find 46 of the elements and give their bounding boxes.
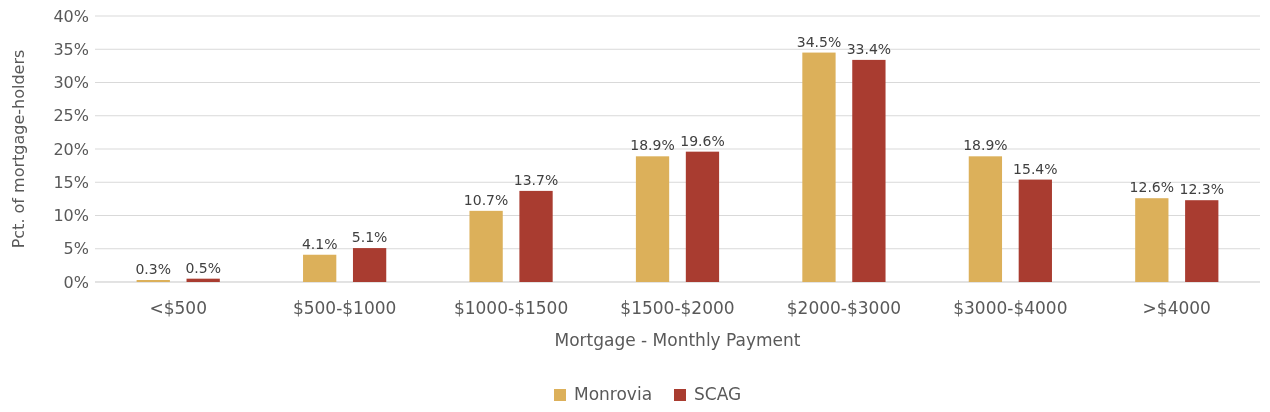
data-label: 13.7% bbox=[513, 171, 559, 188]
bar bbox=[303, 254, 337, 282]
x-tick-label: $1000-$1500 bbox=[453, 298, 569, 318]
y-tick-label: 5% bbox=[63, 239, 89, 259]
bar bbox=[1185, 200, 1219, 282]
x-tick-label: $3000-$4000 bbox=[953, 298, 1068, 318]
y-tick-label: 0% bbox=[63, 272, 89, 292]
data-label: 5.1% bbox=[351, 229, 388, 246]
x-axis-title: Mortgage - Monthly Payment bbox=[554, 330, 801, 350]
legend-label: Monrovia bbox=[574, 384, 653, 404]
x-tick-label: $1500-$2000 bbox=[620, 298, 735, 318]
bar bbox=[1018, 179, 1052, 282]
data-label: 33.4% bbox=[846, 40, 892, 57]
y-tick-label: 40% bbox=[53, 6, 89, 26]
data-label: 10.7% bbox=[463, 191, 509, 208]
x-tick-label: $2000-$3000 bbox=[786, 298, 902, 318]
bar bbox=[852, 59, 886, 282]
x-tick-label: <$500 bbox=[149, 298, 207, 318]
data-label: 15.4% bbox=[1013, 160, 1058, 177]
y-tick-label: 20% bbox=[53, 139, 89, 159]
bar bbox=[469, 210, 503, 282]
data-label: 18.9% bbox=[963, 137, 1008, 154]
y-tick-label: 35% bbox=[53, 39, 89, 59]
bar bbox=[1135, 198, 1169, 282]
bar bbox=[685, 151, 720, 282]
data-label: 0.5% bbox=[185, 259, 221, 276]
data-label: 12.3% bbox=[1179, 181, 1224, 198]
y-tick-label: 25% bbox=[53, 106, 89, 126]
data-label: 18.9% bbox=[630, 137, 675, 154]
data-label: 12.6% bbox=[1129, 179, 1175, 196]
x-tick-label: >$4000 bbox=[1142, 298, 1211, 318]
bar bbox=[352, 248, 387, 282]
bar bbox=[968, 156, 1003, 282]
bar bbox=[802, 52, 836, 282]
y-tick-label: 10% bbox=[53, 206, 89, 226]
bar bbox=[519, 190, 553, 282]
data-label: 34.5% bbox=[796, 33, 842, 50]
y-axis-title: Pct. of mortgage-holders bbox=[9, 49, 28, 249]
data-label: 4.1% bbox=[301, 235, 338, 252]
legend-label: SCAG bbox=[694, 384, 742, 404]
data-label: 19.6% bbox=[680, 132, 725, 149]
y-tick-label: 30% bbox=[53, 73, 89, 93]
data-label: 0.3% bbox=[135, 261, 172, 278]
y-tick-label: 15% bbox=[53, 172, 89, 192]
bar bbox=[635, 156, 670, 282]
x-tick-label: $500-$1000 bbox=[292, 298, 397, 318]
